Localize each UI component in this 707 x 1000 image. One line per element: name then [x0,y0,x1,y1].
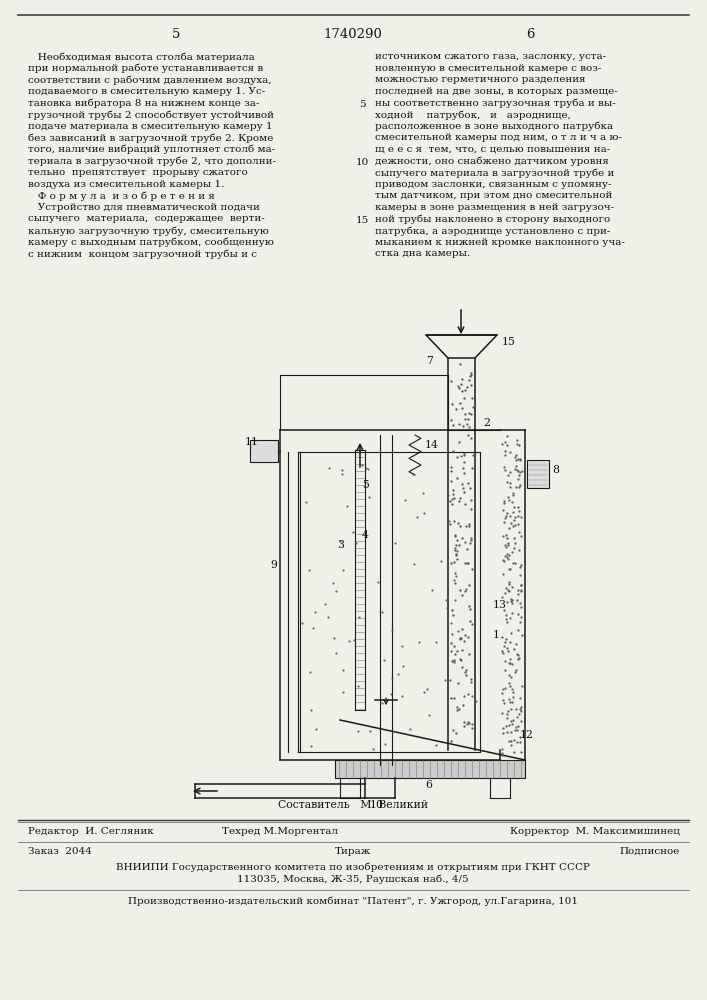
Text: 7: 7 [426,356,433,366]
Text: Составитель   М. Великий: Составитель М. Великий [278,800,428,810]
Text: смесительной камеры под ним, о т л и ч а ю-: смесительной камеры под ним, о т л и ч а… [375,133,622,142]
Text: сыпучего материала в загрузочной трубе и: сыпучего материала в загрузочной трубе и [375,168,614,178]
Text: 1740290: 1740290 [324,28,382,41]
Text: воздуха из смесительной камеры 1.: воздуха из смесительной камеры 1. [28,180,224,189]
Text: Подписное: Подписное [619,847,680,856]
Text: мыканием к нижней кромке наклонного уча-: мыканием к нижней кромке наклонного уча- [375,238,625,247]
Text: соответствии с рабочим давлением воздуха,: соответствии с рабочим давлением воздуха… [28,75,271,85]
Text: 6: 6 [526,28,534,41]
Text: камеры в зоне размещения в ней загрузоч-: камеры в зоне размещения в ней загрузоч- [375,203,614,212]
Text: сыпучего  материала,  содержащее  верти-: сыпучего материала, содержащее верти- [28,214,264,223]
Text: новленную в смесительной камере с воз-: новленную в смесительной камере с воз- [375,64,602,73]
Text: приводом заслонки, связанным с упомяну-: приводом заслонки, связанным с упомяну- [375,180,612,189]
Text: ходной    патрубок,   и   аэроднище,: ходной патрубок, и аэроднище, [375,110,571,119]
Text: 6: 6 [425,780,432,790]
Text: 5: 5 [358,100,366,109]
Bar [335,760,525,778]
Text: щ е е с я  тем, что, с целью повышения на-: щ е е с я тем, что, с целью повышения на… [375,145,610,154]
Text: Ф о р м у л а  и з о б р е т е н и я: Ф о р м у л а и з о б р е т е н и я [28,191,215,201]
Bar [250,440,278,462]
Text: 10: 10 [370,800,384,810]
Text: камеру с выходным патрубком, сообщенную: камеру с выходным патрубком, сообщенную [28,238,274,247]
Text: дежности, оно снабжено датчиком уровня: дежности, оно снабжено датчиком уровня [375,156,609,166]
Text: ВНИИПИ Государственного комитета по изобретениям и открытиям при ГКНТ СССР: ВНИИПИ Государственного комитета по изоб… [116,862,590,871]
Text: тельно  препятствует  прорыву сжатого: тельно препятствует прорыву сжатого [28,168,247,177]
Text: с нижним  концом загрузочной трубы и с: с нижним концом загрузочной трубы и с [28,249,257,259]
Text: 5: 5 [172,28,180,41]
Text: 3: 3 [337,540,344,550]
Text: 14: 14 [425,440,439,450]
Text: Производственно-издательский комбинат "Патент", г. Ужгород, ул.Гагарина, 101: Производственно-издательский комбинат "П… [128,896,578,906]
Text: тановка вибратора 8 на нижнем конце за-: тановка вибратора 8 на нижнем конце за- [28,98,259,108]
Text: без зависаний в загрузочной трубе 2. Кроме: без зависаний в загрузочной трубе 2. Кро… [28,133,274,143]
Text: 1: 1 [493,630,500,640]
Text: патрубка, а аэроднище установлено с при-: патрубка, а аэроднище установлено с при- [375,226,610,235]
Text: 10: 10 [356,158,368,167]
Text: 15: 15 [356,216,368,225]
Text: подаваемого в смесительную камеру 1. Ус-: подаваемого в смесительную камеру 1. Ус- [28,87,265,96]
Text: расположенное в зоне выходного патрубка: расположенное в зоне выходного патрубка [375,122,613,131]
Bar [527,460,549,488]
Text: Заказ  2044: Заказ 2044 [28,847,92,856]
Text: ной трубы наклонено в сторону выходного: ной трубы наклонено в сторону выходного [375,214,610,224]
Text: кальную загрузочную трубу, смесительную: кальную загрузочную трубу, смесительную [28,226,269,235]
Text: 8: 8 [552,465,559,475]
Text: при нормальной работе устанавливается в: при нормальной работе устанавливается в [28,64,263,73]
Text: можностью герметичного разделения: можностью герметичного разделения [375,75,585,84]
Text: 15: 15 [502,337,516,347]
Text: Техред М.Моргентал: Техред М.Моргентал [222,827,338,836]
Text: грузочной трубы 2 способствует устойчивой: грузочной трубы 2 способствует устойчиво… [28,110,274,119]
Text: 4: 4 [362,530,369,540]
Text: Тираж: Тираж [335,847,371,856]
Text: 113035, Москва, Ж-35, Раушская наб., 4/5: 113035, Москва, Ж-35, Раушская наб., 4/5 [237,875,469,884]
Text: Корректор  М. Максимишинец: Корректор М. Максимишинец [510,827,680,836]
Text: тым датчиком, при этом дно смесительной: тым датчиком, при этом дно смесительной [375,191,612,200]
Text: 9: 9 [270,560,277,570]
Text: стка дна камеры.: стка дна камеры. [375,249,470,258]
Text: 5: 5 [362,480,369,490]
Text: териала в загрузочной трубе 2, что дополни-: териала в загрузочной трубе 2, что допол… [28,156,276,166]
Text: 13: 13 [493,600,507,610]
Text: Редактор  И. Сегляник: Редактор И. Сегляник [28,827,153,836]
Text: последней на две зоны, в которых размеще-: последней на две зоны, в которых размеще… [375,87,618,96]
Text: источником сжатого газа, заслонку, уста-: источником сжатого газа, заслонку, уста- [375,52,606,61]
Text: ны соответственно загрузочная труба и вы-: ны соответственно загрузочная труба и вы… [375,98,616,108]
Text: Необходимая высота столба материала: Необходимая высота столба материала [28,52,255,62]
Text: 12: 12 [520,730,534,740]
Text: того, наличие вибраций уплотняет столб ма-: того, наличие вибраций уплотняет столб м… [28,145,275,154]
Text: 11: 11 [245,437,259,447]
Text: подаче материала в смесительную камеру 1: подаче материала в смесительную камеру 1 [28,122,273,131]
Text: 2: 2 [483,418,490,428]
Text: Устройство для пневматической подачи: Устройство для пневматической подачи [28,203,260,212]
